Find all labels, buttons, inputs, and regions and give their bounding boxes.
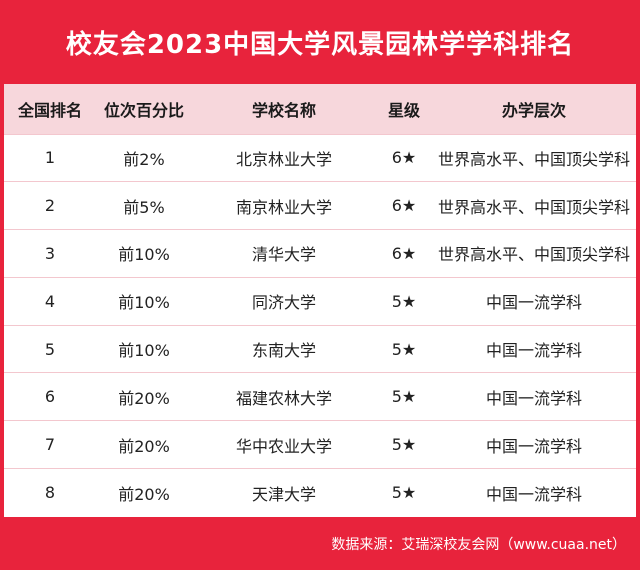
rank-cell: 4 (4, 277, 96, 326)
rank-cell: 1 (4, 134, 96, 183)
rank-cell: 6 (4, 372, 96, 422)
percentile-cell: 前10% (96, 325, 192, 374)
rank-cell: 7 (4, 420, 96, 470)
level-cell: 世界高水平、中国顶尖学科 (432, 134, 636, 183)
percentile-cell: 前10% (96, 229, 192, 278)
star-cell: 5★ (391, 483, 417, 503)
level-cell: 中国一流学科 (432, 277, 636, 326)
level-cell: 中国一流学科 (432, 372, 636, 422)
header-star: 星级 (376, 84, 432, 135)
school-cell: 同济大学 (192, 277, 376, 326)
table-row: 1 前2% 北京林业大学 6★ 世界高水平、中国顶尖学科 (4, 134, 636, 183)
table-row: 2 前5% 南京林业大学 6★ 世界高水平、中国顶尖学科 (4, 181, 636, 231)
rank-cell: 3 (4, 229, 96, 278)
data-source-footer: 数据来源：艾瑞深校友会网（www.cuaa.net） (331, 536, 626, 553)
star-cell: 6★ (376, 181, 432, 231)
percentile-cell: 前2% (96, 134, 192, 183)
header-level: 办学层次 (432, 84, 636, 135)
school-cell: 华中农业大学 (192, 420, 376, 470)
percentile-cell: 前20% (96, 420, 192, 470)
level-cell: 世界高水平、中国顶尖学科 (432, 229, 636, 278)
school-cell: 东南大学 (192, 325, 376, 374)
percentile-cell: 前10% (96, 277, 192, 326)
school-cell: 清华大学 (192, 229, 376, 278)
school-cell: 天津大学 (251, 484, 316, 504)
star-cell: 5★ (376, 277, 432, 326)
percentile-cell: 前5% (96, 181, 192, 231)
rank-cell: 8 (44, 483, 56, 503)
page-title: 校友会2023中国大学风景园林学学科排名 (65, 29, 575, 60)
table-row: 3 前10% 清华大学 6★ 世界高水平、中国顶尖学科 (4, 229, 636, 278)
level-cell: 中国一流学科 (485, 484, 582, 504)
percentile-cell: 前20% (96, 372, 192, 422)
level-cell: 中国一流学科 (432, 420, 636, 470)
star-cell: 5★ (376, 420, 432, 470)
ranking-table-container: 全国排名 位次百分比 学校名称 星级 办学层次 1 前2% 北京林业大学 6★ … (4, 84, 636, 517)
star-cell: 5★ (376, 325, 432, 374)
level-cell: 中国一流学科 (432, 325, 636, 374)
table-row: 7 前20% 华中农业大学 5★ 中国一流学科 (4, 420, 636, 470)
table-row: 4 前10% 同济大学 5★ 中国一流学科 (4, 277, 636, 326)
school-cell: 福建农林大学 (192, 372, 376, 422)
header-school: 学校名称 (192, 84, 376, 135)
star-cell: 6★ (376, 229, 432, 278)
header-percentile: 位次百分比 (96, 84, 192, 135)
level-cell: 世界高水平、中国顶尖学科 (432, 181, 636, 231)
percentile-cell: 前20% (118, 484, 170, 504)
star-cell: 6★ (376, 134, 432, 183)
table-header-row: 全国排名 位次百分比 学校名称 星级 办学层次 (4, 84, 636, 135)
school-cell: 北京林业大学 (192, 134, 376, 183)
table-row: 5 前10% 东南大学 5★ 中国一流学科 (4, 325, 636, 374)
school-cell: 南京林业大学 (192, 181, 376, 231)
table-row: 8 前20% 天津大学 5★ 中国一流学科 (4, 469, 636, 517)
header-rank: 全国排名 (4, 84, 96, 135)
table-row: 6 前20% 福建农林大学 5★ 中国一流学科 (4, 372, 636, 422)
rank-cell: 2 (4, 181, 96, 231)
star-cell: 5★ (376, 372, 432, 422)
ranking-table: 全国排名 位次百分比 学校名称 星级 办学层次 1 前2% 北京林业大学 6★ … (4, 84, 636, 516)
rank-cell: 5 (4, 325, 96, 374)
